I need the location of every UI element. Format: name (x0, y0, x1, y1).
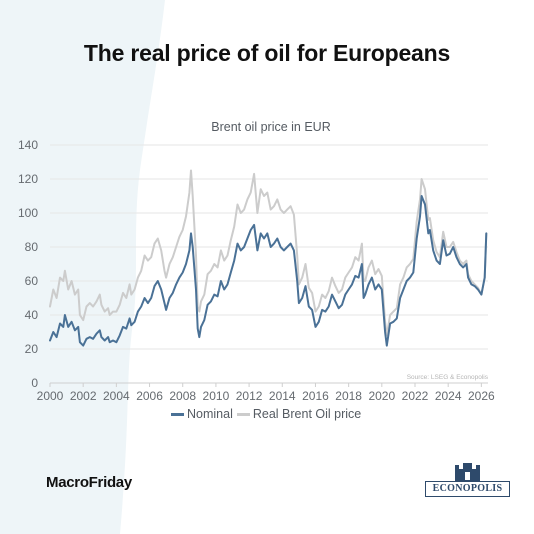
macrofriday-tag: MacroFriday (46, 474, 132, 491)
x-tick-label: 2014 (269, 389, 296, 403)
y-tick-label: 40 (25, 308, 39, 322)
legend-item-real: Real Brent Oil price (236, 407, 362, 421)
econopolis-logo: ECONOPOLIS (425, 461, 510, 497)
y-tick-label: 0 (31, 376, 38, 390)
legend-label-real: Real Brent Oil price (252, 407, 362, 421)
y-axis-ticks: 0 20 40 60 80 100 120 140 (18, 138, 38, 390)
y-tick-label: 80 (25, 240, 39, 254)
y-tick-label: 20 (25, 342, 39, 356)
econopolis-wordmark: ECONOPOLIS (425, 481, 510, 497)
x-tick-label: 2006 (136, 389, 163, 403)
chart-title: Brent oil price in EUR (211, 120, 331, 134)
x-tick-label: 2018 (335, 389, 362, 403)
series-line-nominal (49, 195, 488, 347)
castle-tower-icon (455, 463, 480, 482)
y-tick-label: 100 (18, 206, 38, 220)
x-tick-label: 2020 (368, 389, 395, 403)
gridlines (50, 144, 488, 384)
x-axis-ticks: 2000 2002 2004 2006 2008 2010 2012 2014 2016 2018… (37, 383, 495, 403)
legend-swatch-real (236, 412, 250, 416)
headline: The real price of oil for Europeans (83, 40, 451, 66)
x-tick-label: 2026 (468, 389, 495, 403)
series-lines (49, 169, 488, 347)
legend-label-nominal: Nominal (187, 407, 233, 421)
y-tick-label: 60 (25, 274, 39, 288)
x-tick-label: 2000 (37, 389, 64, 403)
x-tick-label: 2022 (402, 389, 429, 403)
chart: Brent oil price in EUR 0 20 40 60 80 100 120 14… (18, 120, 495, 403)
y-tick-label: 140 (18, 138, 38, 152)
x-tick-label: 2010 (203, 389, 230, 403)
legend: Nominal Real Brent Oil price (171, 407, 365, 421)
source-note: Source: LSEG & Econopolis (407, 374, 489, 381)
y-tick-label: 120 (18, 172, 38, 186)
legend-swatch-nominal (171, 412, 184, 416)
x-tick-label: 2012 (236, 389, 263, 403)
x-tick-label: 2024 (435, 389, 462, 403)
x-tick-label: 2002 (70, 389, 97, 403)
legend-item-nominal: Nominal (171, 407, 233, 421)
x-tick-label: 2004 (103, 389, 130, 403)
x-tick-label: 2008 (169, 389, 196, 403)
series-line-real (49, 169, 488, 337)
x-tick-label: 2016 (302, 389, 329, 403)
